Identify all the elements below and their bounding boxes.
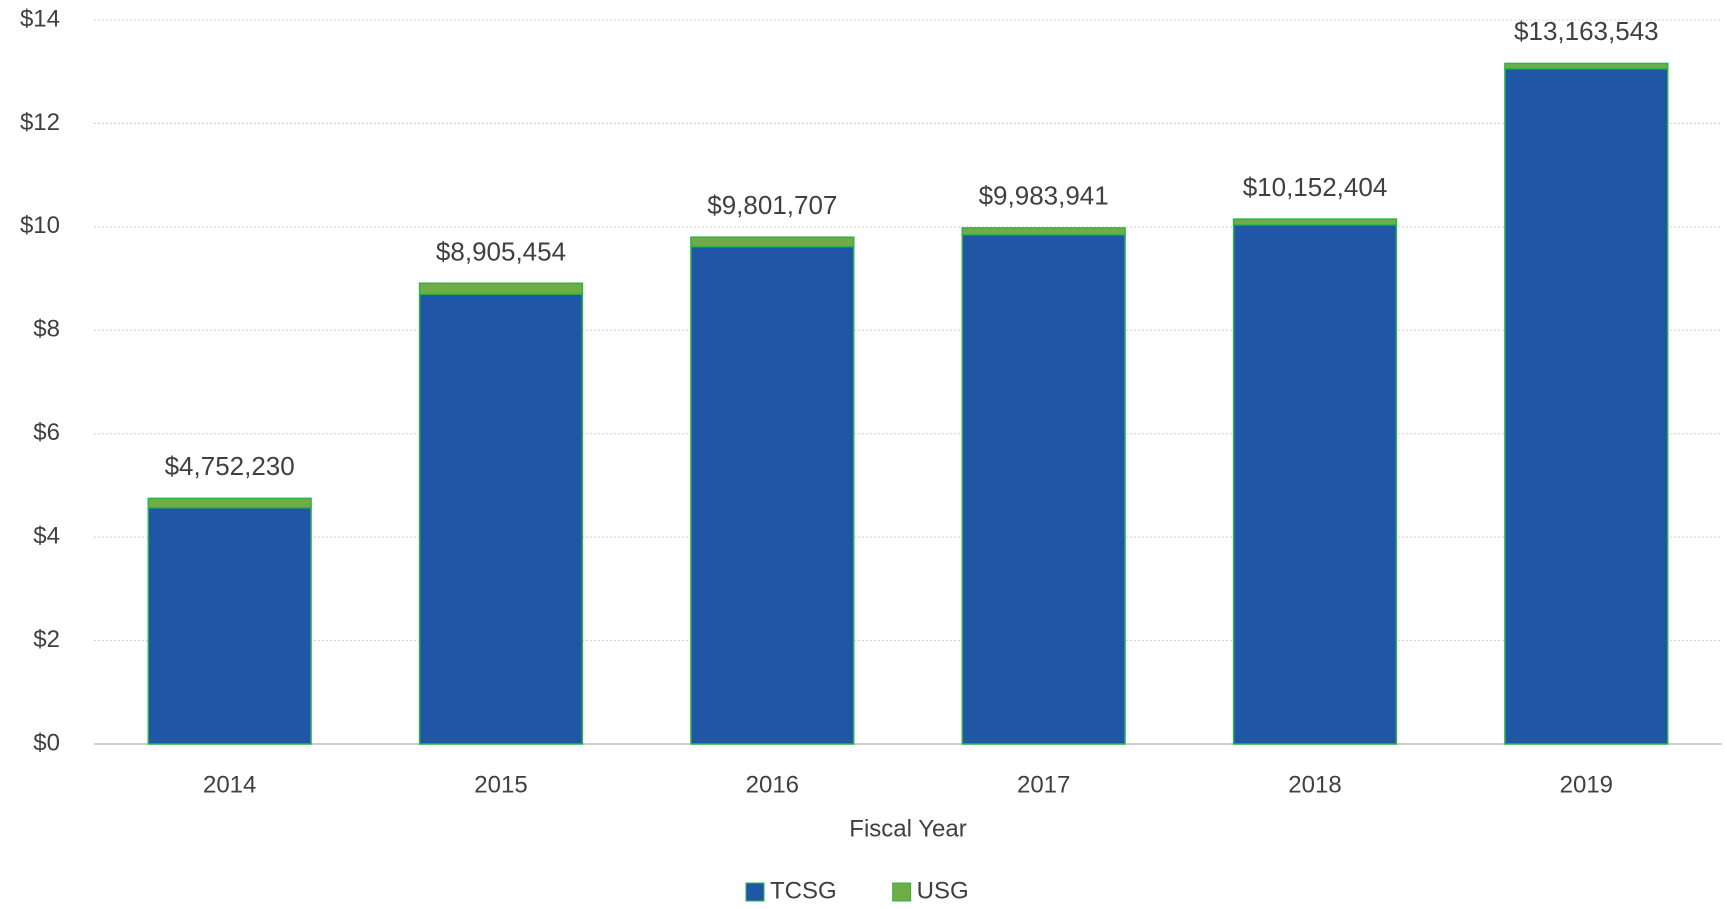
bar-segment xyxy=(1232,224,1398,745)
bar-segment xyxy=(1232,218,1398,226)
x-tick-label: 2014 xyxy=(203,771,256,798)
total-label: $4,752,230 xyxy=(165,451,295,481)
legend-label: USG xyxy=(917,877,969,904)
bar-segment xyxy=(147,506,312,745)
y-tick-label: $12 xyxy=(20,109,60,136)
total-label: $10,152,404 xyxy=(1243,172,1388,202)
bar-segment xyxy=(690,236,855,248)
y-tick-label: $6 xyxy=(33,419,60,446)
bar-segment xyxy=(418,282,584,295)
y-tick-label: $8 xyxy=(33,316,60,343)
y-tick-label: $0 xyxy=(33,729,60,756)
bar-segment xyxy=(1504,67,1669,745)
total-label: $9,983,941 xyxy=(979,181,1109,211)
bar-segment xyxy=(1504,62,1669,70)
y-tick-label: $4 xyxy=(33,522,60,549)
bar-segment xyxy=(418,293,584,745)
legend-swatch xyxy=(892,882,912,902)
y-tick-label: $2 xyxy=(33,626,60,653)
bar-segment xyxy=(961,233,1126,745)
total-label: $9,801,707 xyxy=(707,190,837,220)
legend-label: TCSG xyxy=(770,877,837,904)
x-tick-label: 2015 xyxy=(474,771,527,798)
x-tick-label: 2017 xyxy=(1017,771,1070,798)
bar-segment xyxy=(690,245,855,745)
y-tick-label: $14 xyxy=(20,5,60,32)
bar-segment xyxy=(147,497,312,509)
legend-swatch xyxy=(745,882,765,902)
x-tick-label: 2016 xyxy=(746,771,799,798)
total-label: $13,163,543 xyxy=(1514,16,1659,46)
bar-segment xyxy=(961,227,1126,236)
total-label: $8,905,454 xyxy=(436,236,566,266)
x-axis-title: Fiscal Year xyxy=(849,815,966,842)
x-tick-label: 2018 xyxy=(1288,771,1341,798)
x-tick-label: 2019 xyxy=(1560,771,1613,798)
y-tick-label: $10 xyxy=(20,212,60,239)
